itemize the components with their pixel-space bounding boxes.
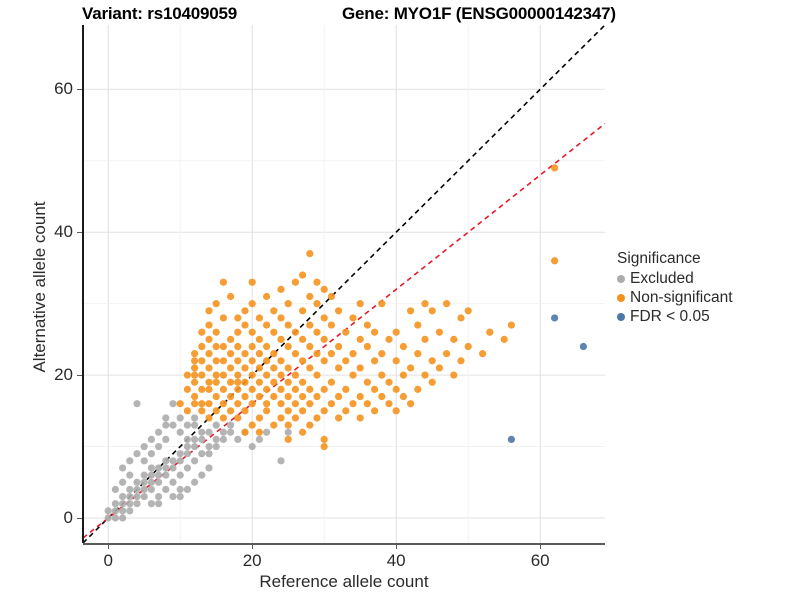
plot-panel [83,25,605,543]
x-tick-mark [540,544,542,549]
legend-item-label: Excluded [630,269,694,287]
legend-title: Significance [617,250,701,267]
gene-title: Gene: MYO1F (ENSG00000142347) [342,4,616,23]
x-axis-label: Reference allele count [259,572,429,591]
legend: Significance Excluded Non-significant FDR … [617,250,792,326]
x-tick-label: 0 [103,551,113,570]
y-tick-label: 60 [54,79,73,99]
legend-item-non-significant[interactable]: Non-significant [617,288,792,307]
x-axis-line [83,543,605,545]
legend-item-label: FDR < 0.05 [630,307,710,325]
legend-item-label: Non-significant [630,288,733,306]
y-axis-label: Alternative allele count [30,201,49,373]
legend-items: Excluded Non-significant FDR < 0.05 [617,269,792,326]
y-tick-mark [77,89,82,91]
x-tick-label: 60 [530,551,550,570]
y-tick-mark [77,232,82,234]
x-tick-label: 40 [386,551,406,570]
y-tick-mark [77,517,82,519]
y-tick-label: 40 [54,222,73,242]
x-tick-mark [108,544,110,549]
legend-swatch-icon [617,274,625,283]
x-tick-mark [396,544,398,549]
grid-lines [83,25,605,543]
y-tick-mark [77,375,82,377]
x-tick-mark [252,544,254,549]
legend-swatch-icon [617,293,625,302]
y-axis-line [82,25,84,543]
data-points [104,164,587,522]
variant-title: Variant: rs10409059 [82,4,237,23]
y-tick-label: 0 [63,507,73,527]
x-tick-label: 20 [242,551,262,570]
legend-swatch-icon [617,312,625,321]
y-tick-label: 20 [54,365,73,385]
legend-item-fdr-0-05[interactable]: FDR < 0.05 [617,307,792,326]
legend-item-excluded[interactable]: Excluded [617,269,792,288]
